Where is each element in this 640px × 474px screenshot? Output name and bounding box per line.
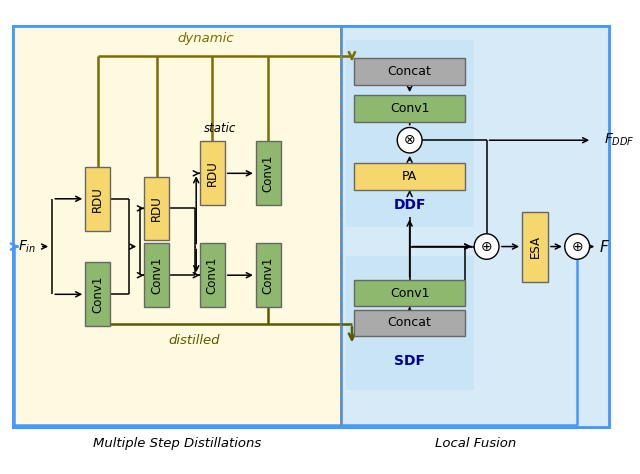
- Text: ESA: ESA: [529, 235, 541, 258]
- Text: RDU: RDU: [91, 186, 104, 212]
- Text: Concat: Concat: [388, 65, 431, 78]
- FancyBboxPatch shape: [346, 40, 474, 228]
- FancyBboxPatch shape: [341, 26, 609, 427]
- Text: Conv1: Conv1: [150, 256, 163, 294]
- Text: ⊕: ⊕: [572, 239, 583, 254]
- FancyBboxPatch shape: [85, 167, 110, 231]
- FancyBboxPatch shape: [256, 243, 280, 307]
- Text: ⊕: ⊕: [481, 239, 492, 254]
- Text: $F$: $F$: [599, 238, 610, 255]
- Text: distilled: distilled: [168, 334, 220, 346]
- Text: SDF: SDF: [394, 354, 425, 368]
- Text: RDU: RDU: [206, 160, 219, 186]
- Circle shape: [397, 128, 422, 153]
- Text: dynamic: dynamic: [178, 32, 234, 45]
- FancyBboxPatch shape: [85, 263, 110, 326]
- FancyBboxPatch shape: [13, 26, 341, 427]
- FancyBboxPatch shape: [354, 310, 465, 337]
- Text: $F_{in}$: $F_{in}$: [19, 238, 36, 255]
- Text: PA: PA: [402, 170, 417, 183]
- Text: Concat: Concat: [388, 317, 431, 329]
- FancyBboxPatch shape: [144, 176, 169, 240]
- FancyBboxPatch shape: [346, 256, 474, 390]
- Circle shape: [474, 234, 499, 259]
- FancyBboxPatch shape: [354, 58, 465, 85]
- Circle shape: [564, 234, 589, 259]
- Text: Conv1: Conv1: [390, 287, 429, 300]
- Text: Conv1: Conv1: [206, 256, 219, 294]
- FancyBboxPatch shape: [522, 211, 548, 282]
- Text: Conv1: Conv1: [262, 155, 275, 192]
- Text: $F_{DDF}$: $F_{DDF}$: [604, 132, 635, 148]
- FancyBboxPatch shape: [354, 95, 465, 122]
- FancyBboxPatch shape: [200, 141, 225, 205]
- Text: static: static: [204, 122, 236, 135]
- FancyBboxPatch shape: [354, 163, 465, 190]
- Text: Local Fusion: Local Fusion: [435, 438, 516, 450]
- FancyBboxPatch shape: [354, 280, 465, 306]
- Text: DDF: DDF: [394, 198, 426, 212]
- Text: Multiple Step Distillations: Multiple Step Distillations: [93, 438, 261, 450]
- Text: RDU: RDU: [150, 195, 163, 221]
- Text: Conv1: Conv1: [262, 256, 275, 294]
- Text: Conv1: Conv1: [390, 102, 429, 115]
- FancyBboxPatch shape: [200, 243, 225, 307]
- Text: Conv1: Conv1: [91, 275, 104, 313]
- FancyBboxPatch shape: [256, 141, 280, 205]
- FancyBboxPatch shape: [144, 243, 169, 307]
- Text: ⊗: ⊗: [404, 133, 415, 147]
